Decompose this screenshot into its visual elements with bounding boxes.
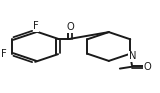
Text: N: N (129, 51, 136, 61)
Text: F: F (1, 49, 7, 59)
Text: O: O (66, 22, 74, 32)
Text: O: O (143, 62, 151, 72)
Text: F: F (33, 21, 39, 31)
